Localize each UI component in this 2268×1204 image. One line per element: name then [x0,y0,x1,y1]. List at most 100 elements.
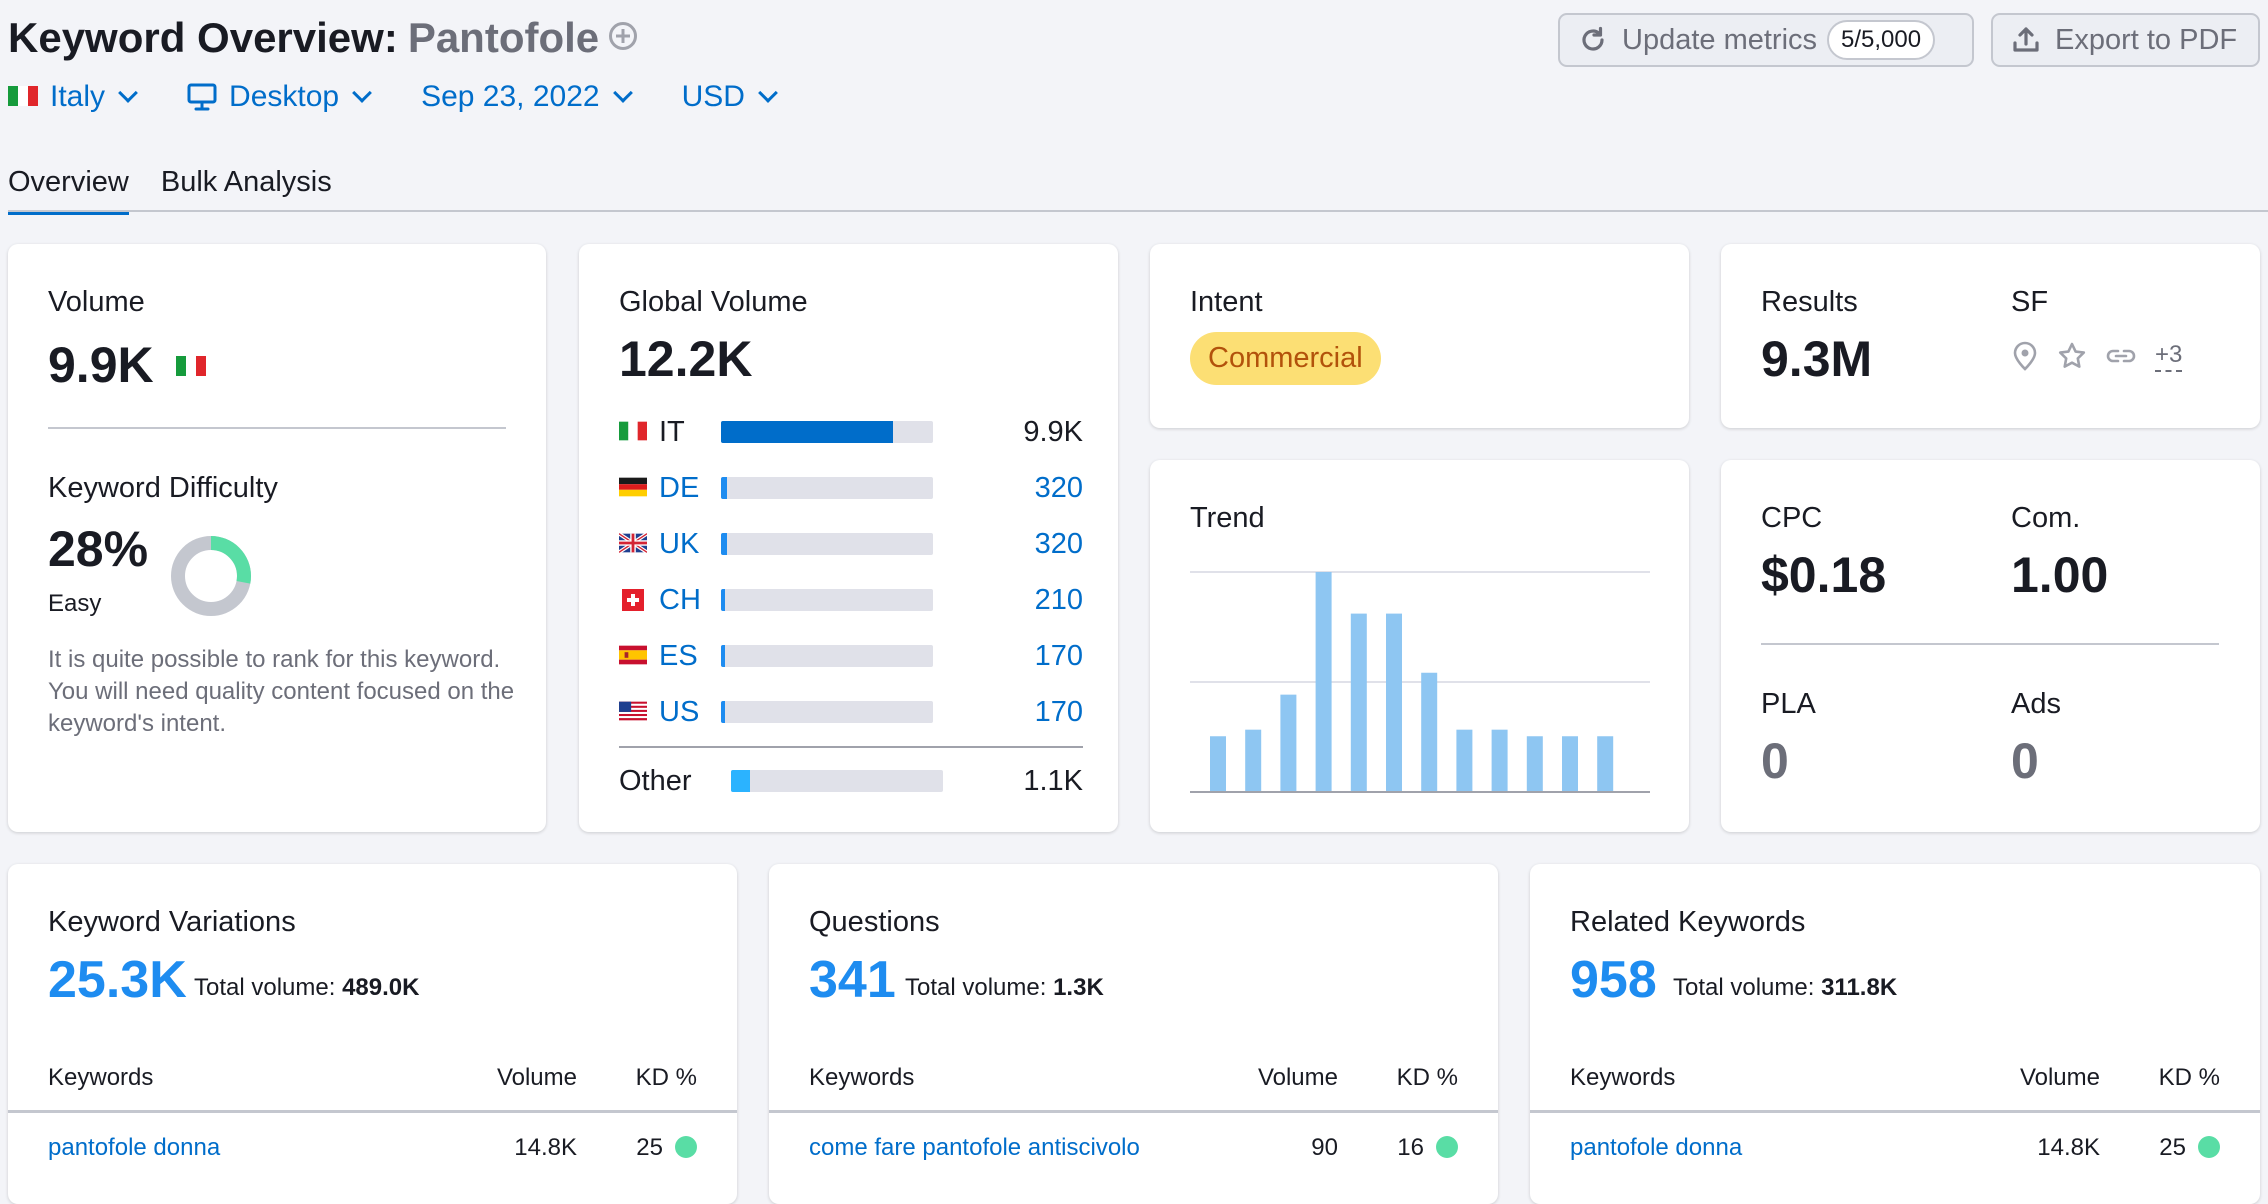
table-row-volume: 14.8K [514,1134,577,1161]
global-volume-label: Global Volume [619,286,808,318]
currency-select-label: USD [681,80,745,113]
country-row-ch[interactable]: CH 210 [619,580,1083,620]
page-title: Keyword Overview: Pantofole [8,14,638,62]
kd-donut-chart [171,536,251,616]
table-header-divider [8,1110,737,1113]
country-volume: 320 [1034,527,1083,560]
country-bar [721,645,933,667]
sf-more-link[interactable]: +3 [2155,341,2183,372]
switzerland-flag-icon [619,589,647,611]
pla-label: PLA [1761,688,1816,720]
country-volume: 320 [1034,471,1083,504]
trend-bar-4[interactable] [1315,572,1332,791]
cpc-label: CPC [1761,502,1823,534]
column-keywords: Keywords [809,1064,915,1091]
kd-level: Easy [48,590,102,617]
tab-divider [8,210,2268,212]
trend-bar-1[interactable] [1210,736,1226,791]
export-pdf-label: Export to PDF [2055,23,2238,56]
location-icon[interactable] [2011,340,2039,372]
country-row-de[interactable]: DE 320 [619,468,1083,508]
related-label: Related Keywords [1570,906,1806,938]
divider [619,746,1083,748]
export-pdf-button[interactable]: Export to PDF [1991,13,2260,67]
table-row-keyword[interactable]: come fare pantofole antiscivolo [809,1134,1140,1161]
trend-bar-6[interactable] [1386,613,1402,791]
trend-bar-10[interactable] [1526,736,1543,791]
variations-count[interactable]: 25.3K [48,951,187,1009]
update-metrics-count: 5/5,000 [1827,20,1936,60]
country-row-es[interactable]: ES 170 [619,636,1083,676]
country-bar-fill [721,589,726,611]
table-row-kd: 16 [1397,1134,1458,1162]
variations-total-volume: Total volume: 489.0K [194,974,419,1002]
questions-total-volume: Total volume: 1.3K [905,974,1104,1002]
italy-flag-icon [619,416,647,449]
intent-card: Intent Commercial [1150,244,1689,428]
intent-badge[interactable]: Commercial [1190,332,1381,385]
country-bar [721,589,933,611]
other-label: Other [619,764,692,797]
trend-bar-2[interactable] [1245,729,1262,791]
trend-bar-8[interactable] [1456,729,1473,791]
table-row-volume: 90 [1311,1134,1338,1161]
link-icon[interactable] [2105,341,2137,371]
related-count[interactable]: 958 [1570,951,1657,1009]
kd-value: 16 [1397,1134,1424,1161]
trend-bar-3[interactable] [1280,694,1297,791]
country-bar [721,477,933,499]
device-select[interactable]: Desktop [187,80,372,114]
trend-bar-9[interactable] [1491,729,1508,791]
tab-overview[interactable]: Overview [8,166,129,215]
date-select[interactable]: Sep 23, 2022 [421,80,633,114]
kd-donut-arc [171,536,251,616]
desktop-icon [187,83,217,111]
add-keyword-icon[interactable] [609,22,638,50]
questions-count[interactable]: 341 [809,951,896,1009]
table-row-keyword[interactable]: pantofole donna [48,1134,221,1161]
trend-bar-12[interactable] [1597,736,1614,791]
update-metrics-button[interactable]: Update metrics 5/5,000 [1558,13,1974,67]
country-volume: 210 [1034,583,1083,616]
filter-bar: Italy Desktop Sep 23, 2022 USD [8,80,827,114]
total-volume-label: Total volume: [1673,974,1815,1001]
trend-card: Trend [1150,460,1689,832]
table-row-kd: 25 [2159,1134,2220,1162]
country-bar [721,701,933,723]
uk-flag-icon [617,528,649,561]
chevron-down-icon [352,83,372,103]
trend-bar-11[interactable] [1562,736,1578,791]
device-select-label: Desktop [229,80,340,113]
sf-label: SF [2011,286,2049,318]
column-keywords: Keywords [1570,1064,1676,1091]
country-code: IT [659,415,685,448]
italy-flag-icon [175,330,206,388]
update-metrics-label: Update metrics [1622,23,1818,56]
country-bar [721,533,933,555]
column-kd: KD % [2158,1064,2220,1091]
star-icon[interactable] [2057,341,2087,371]
divider [1761,643,2219,645]
column-keywords: Keywords [48,1064,154,1091]
country-bar-fill [721,533,728,555]
ads-label: Ads [2011,688,2061,720]
country-bar-fill [721,477,728,499]
country-row-us[interactable]: US 170 [619,692,1083,732]
trend-label: Trend [1190,502,1265,534]
table-row-keyword[interactable]: pantofole donna [1570,1134,1743,1161]
country-volume: 9.9K [1023,415,1083,448]
kd-status-dot [1436,1135,1458,1158]
trend-bar-5[interactable] [1350,613,1367,791]
country-code: UK [659,527,700,560]
country-select-label: Italy [50,80,106,113]
column-volume: Volume [1257,1064,1338,1091]
keyword-variations-card: Keyword Variations 25.3K Total volume: 4… [8,864,737,1204]
country-select[interactable]: Italy [8,80,138,114]
currency-select[interactable]: USD [681,80,778,114]
table-row-kd: 25 [636,1134,697,1162]
tab-bulk-analysis[interactable]: Bulk Analysis [160,166,332,198]
country-bar-fill [721,701,726,723]
country-row-uk[interactable]: UK 320 [617,524,1083,564]
upload-icon [2011,25,2041,55]
trend-bar-7[interactable] [1421,672,1438,791]
